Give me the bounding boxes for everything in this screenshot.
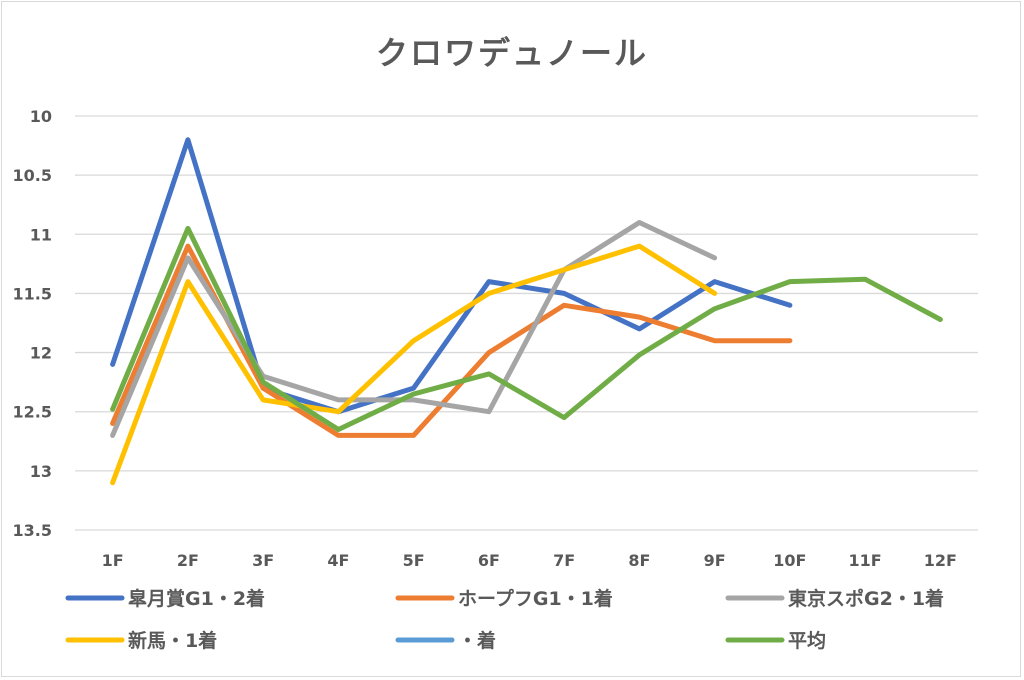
series-line-2 xyxy=(110,220,718,438)
x-tick-label: 5F xyxy=(403,551,425,570)
x-tick-label: 1F xyxy=(102,551,124,570)
y-tick-label: 13.5 xyxy=(13,521,52,540)
x-tick-label: 4F xyxy=(327,551,349,570)
legend-label: ・着 xyxy=(458,629,496,652)
x-tick-label: 10F xyxy=(773,551,806,570)
x-tick-label: 3F xyxy=(252,551,274,570)
x-tick-label: 2F xyxy=(177,551,199,570)
legend-label: 平均 xyxy=(788,629,826,652)
y-tick-label: 10.5 xyxy=(13,166,52,185)
legend-label: 東京スポG2・1着 xyxy=(788,587,944,610)
x-tick-label: 12F xyxy=(924,551,957,570)
y-tick-label: 12.5 xyxy=(13,403,52,422)
y-tick-label: 11 xyxy=(30,225,52,244)
series-line-5 xyxy=(110,225,943,432)
x-tick-label: 6F xyxy=(478,551,500,570)
legend-label: ホープフG1・1着 xyxy=(458,587,613,610)
y-tick-label: 10 xyxy=(30,107,52,126)
x-tick-label: 8F xyxy=(628,551,650,570)
x-tick-label: 9F xyxy=(704,551,726,570)
series-line-3 xyxy=(110,243,718,486)
y-tick-label: 11.5 xyxy=(13,284,52,303)
chart-title: クロワデュノール xyxy=(376,34,648,72)
x-tick-label: 11F xyxy=(849,551,882,570)
series-line-0 xyxy=(110,137,793,415)
x-tick-label: 7F xyxy=(553,551,575,570)
y-tick-label: 13 xyxy=(30,462,52,481)
legend-label: 皐月賞G1・2着 xyxy=(128,587,265,610)
legend-label: 新馬・1着 xyxy=(128,629,217,652)
y-tick-label: 12 xyxy=(30,344,52,363)
